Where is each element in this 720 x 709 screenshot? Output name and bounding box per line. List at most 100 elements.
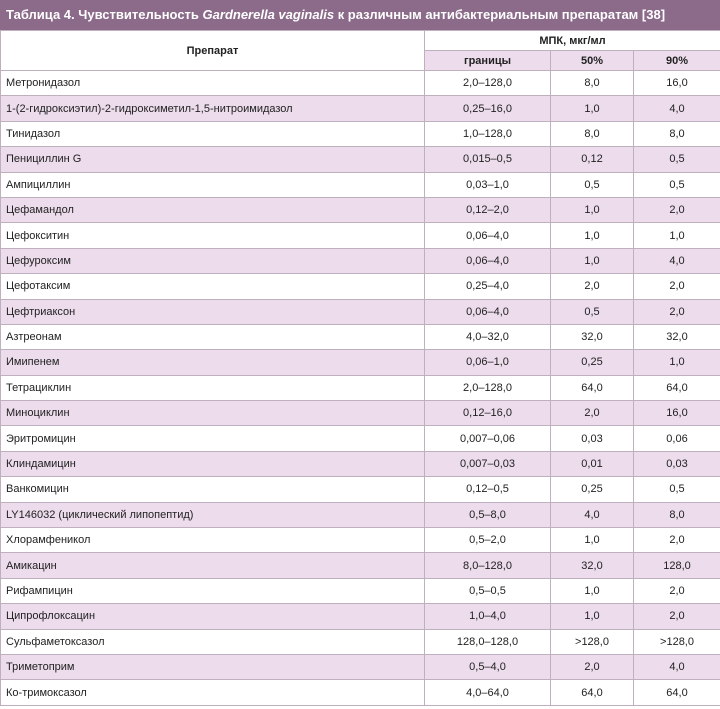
mic-90: 64,0 xyxy=(632,679,720,706)
mic-90: 0,5 xyxy=(632,171,720,198)
table-row: Ко-тримоксазол 4,0–64,0 64,0 64,0 xyxy=(0,679,720,706)
mic-90: 64,0 xyxy=(632,374,720,402)
drug-name: Триметоприм xyxy=(0,653,425,681)
table-row: Имипенем 0,06–1,0 0,25 1,0 xyxy=(0,349,720,376)
table-row: LY146032 (циклический липопептид) 0,5–8,0… xyxy=(0,501,720,529)
table-row: Тинидазол 1,0–128,0 8,0 8,0 xyxy=(0,120,720,148)
mic-90: 2,0 xyxy=(632,527,720,554)
table-row: Цефтриаксон 0,06–4,0 0,5 2,0 xyxy=(0,298,720,325)
drug-name: Азтреонам xyxy=(0,323,425,351)
mic-50: 1,0 xyxy=(550,247,634,275)
mic-50: 2,0 xyxy=(550,653,634,681)
mic-50: 1,0 xyxy=(550,527,634,554)
drug-name: Ванкомицин xyxy=(0,476,425,503)
mic-50: 0,25 xyxy=(550,476,634,503)
table-row: Азтреонам 4,0–32,0 32,0 32,0 xyxy=(0,323,720,351)
drug-name: Цефамандол xyxy=(0,196,425,224)
mic-90: 0,5 xyxy=(632,146,720,173)
mic-range: 4,0–64,0 xyxy=(424,679,551,706)
mic-90: 4,0 xyxy=(632,95,720,122)
table-row: Триметоприм 0,5–4,0 2,0 4,0 xyxy=(0,653,720,681)
mic-50: 0,03 xyxy=(550,425,634,452)
mic-range: 0,007–0,06 xyxy=(424,425,551,452)
column-header: границы xyxy=(424,50,551,71)
table-row: Метронидазол 2,0–128,0 8,0 16,0 xyxy=(0,69,720,97)
table-row: 1-(2-гидроксиэтил)-2-гидроксиметил-1,5-н… xyxy=(0,95,720,122)
mic-range: 0,12–2,0 xyxy=(424,196,551,224)
mic-range: 0,06–4,0 xyxy=(424,222,551,249)
table-row: Миноциклин 0,12–16,0 2,0 16,0 xyxy=(0,400,720,427)
mic-range: 0,5–4,0 xyxy=(424,653,551,681)
mic-90: 1,0 xyxy=(632,349,720,376)
drug-name: 1-(2-гидроксиэтил)-2-гидроксиметил-1,5-н… xyxy=(0,95,425,122)
mic-range: 1,0–4,0 xyxy=(424,603,551,630)
mic-90: 16,0 xyxy=(632,69,720,97)
table-row: Хлорамфеникол 0,5–2,0 1,0 2,0 xyxy=(0,527,720,554)
mic-90: 4,0 xyxy=(632,653,720,681)
table-row: Ванкомицин 0,12–0,5 0,25 0,5 xyxy=(0,476,720,503)
drug-name: Цефотаксим xyxy=(0,273,425,300)
mic-50: 0,01 xyxy=(550,450,634,478)
mic-range: 0,06–1,0 xyxy=(424,349,551,376)
title-text: к различным антибактериальным препаратам… xyxy=(337,7,666,22)
table-row: Цефокситин 0,06–4,0 1,0 1,0 xyxy=(0,222,720,249)
drug-name: Ампициллин xyxy=(0,171,425,198)
table-row: Ампициллин 0,03–1,0 0,5 0,5 xyxy=(0,171,720,198)
mic-50: 0,25 xyxy=(550,349,634,376)
mic-90: 0,03 xyxy=(632,450,720,478)
drug-name: Цефтриаксон xyxy=(0,298,425,325)
mic-50: 0,12 xyxy=(550,146,634,173)
mic-90: 2,0 xyxy=(632,298,720,325)
table-row: Рифампицин 0,5–0,5 1,0 2,0 xyxy=(0,577,720,605)
table-row: Тетрациклин 2,0–128,0 64,0 64,0 xyxy=(0,374,720,402)
mic-range: 0,03–1,0 xyxy=(424,171,551,198)
table: Препарат МПК, мкг/мл границы 50% 90% Метрон… xyxy=(0,30,720,706)
mic-range: 0,5–0,5 xyxy=(424,577,551,605)
drug-name: Рифампицин xyxy=(0,577,425,605)
mic-range: 0,007–0,03 xyxy=(424,450,551,478)
mic-range: 0,06–4,0 xyxy=(424,247,551,275)
mic-50: 2,0 xyxy=(550,400,634,427)
mic-range: 8,0–128,0 xyxy=(424,552,551,579)
mic-90: 1,0 xyxy=(632,222,720,249)
table-row: Сульфаметоксазол 128,0–128,0 >128,0 >128,0 xyxy=(0,628,720,655)
mic-90: 2,0 xyxy=(632,603,720,630)
mic-90: 8,0 xyxy=(632,501,720,529)
mic-50: 1,0 xyxy=(550,196,634,224)
mic-50: 4,0 xyxy=(550,501,634,529)
mic-50: 0,5 xyxy=(550,298,634,325)
drug-name: Миноциклин xyxy=(0,400,425,427)
mic-50: >128,0 xyxy=(550,628,634,655)
mic-50: 1,0 xyxy=(550,603,634,630)
mic-90: 128,0 xyxy=(632,552,720,579)
mic-90: 16,0 xyxy=(632,400,720,427)
mic-range: 0,25–16,0 xyxy=(424,95,551,122)
mic-range: 2,0–128,0 xyxy=(424,69,551,97)
drug-name: Сульфаметоксазол xyxy=(0,628,425,655)
column-header: 90% xyxy=(632,50,720,71)
mic-range: 0,5–8,0 xyxy=(424,501,551,529)
drug-name: Тетрациклин xyxy=(0,374,425,402)
mic-50: 8,0 xyxy=(550,120,634,148)
table-row: Цефуроксим 0,06–4,0 1,0 4,0 xyxy=(0,247,720,275)
mic-50: 64,0 xyxy=(550,679,634,706)
mic-range: 0,12–16,0 xyxy=(424,400,551,427)
mic-90: 8,0 xyxy=(632,120,720,148)
column-header: 50% xyxy=(550,50,634,71)
mic-range: 0,5–2,0 xyxy=(424,527,551,554)
drug-name: Имипенем xyxy=(0,349,425,376)
mic-50: 1,0 xyxy=(550,577,634,605)
mic-range: 0,015–0,5 xyxy=(424,146,551,173)
mic-90: 32,0 xyxy=(632,323,720,351)
mic-range: 4,0–32,0 xyxy=(424,323,551,351)
title-italic: Gardnerella vaginalis xyxy=(202,7,335,22)
table-row: Клиндамицин 0,007–0,03 0,01 0,03 xyxy=(0,450,720,478)
column-header: Препарат xyxy=(0,30,425,71)
mic-90: 0,5 xyxy=(632,476,720,503)
table-row: Цефамандол 0,12–2,0 1,0 2,0 xyxy=(0,196,720,224)
mic-50: 64,0 xyxy=(550,374,634,402)
mic-90: 2,0 xyxy=(632,196,720,224)
mic-90: 0,06 xyxy=(632,425,720,452)
mic-range: 0,06–4,0 xyxy=(424,298,551,325)
mic-90: 2,0 xyxy=(632,273,720,300)
